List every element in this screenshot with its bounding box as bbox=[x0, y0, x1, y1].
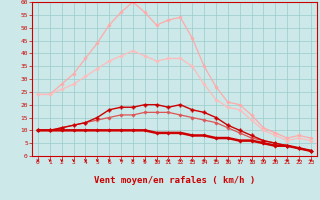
X-axis label: Vent moyen/en rafales ( km/h ): Vent moyen/en rafales ( km/h ) bbox=[94, 176, 255, 185]
